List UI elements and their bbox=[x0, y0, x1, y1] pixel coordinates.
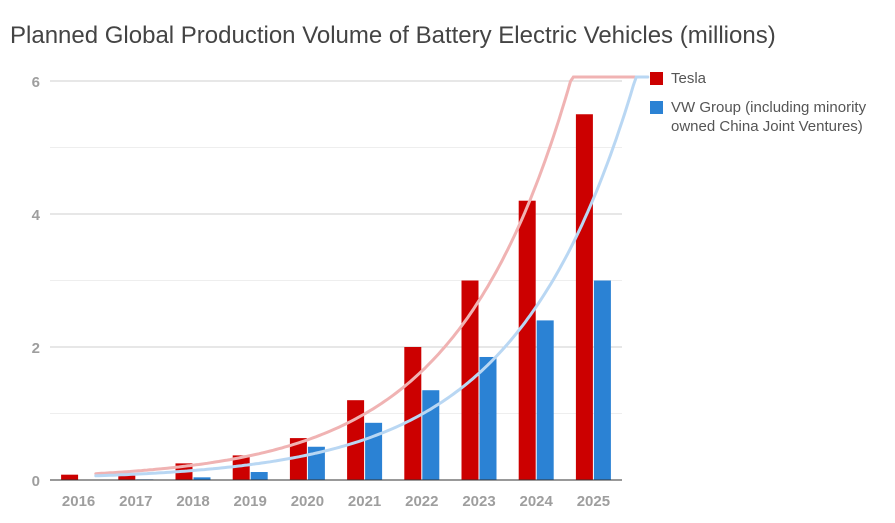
bar-vw-group-2025 bbox=[593, 280, 611, 480]
bar-tesla-2024 bbox=[518, 200, 536, 480]
bar-vw-group-2018 bbox=[193, 477, 211, 480]
bar-tesla-2016 bbox=[61, 474, 79, 480]
x-tick-label: 2025 bbox=[577, 493, 610, 510]
legend-item-vw-group[interactable]: VW Group (including minority owned China… bbox=[650, 98, 890, 136]
trendline-tesla bbox=[94, 75, 650, 476]
bar-vw-group-2019 bbox=[250, 472, 268, 480]
chart-title: Planned Global Production Volume of Batt… bbox=[10, 22, 776, 49]
legend-label-vw-group: VW Group (including minority owned China… bbox=[671, 99, 867, 135]
trendline-vw-group bbox=[94, 75, 650, 478]
bar-vw-group-2021 bbox=[365, 422, 383, 480]
x-tick-label: 2018 bbox=[176, 493, 209, 510]
legend-swatch-vw-group bbox=[650, 101, 663, 114]
y-tick-label: 6 bbox=[32, 74, 40, 91]
x-tick-label: 2016 bbox=[62, 493, 95, 510]
legend-item-tesla[interactable]: Tesla bbox=[650, 69, 890, 88]
bar-tesla-2019 bbox=[232, 455, 250, 480]
y-tick-label: 2 bbox=[32, 340, 40, 357]
y-tick-label: 4 bbox=[32, 207, 41, 224]
legend-swatch-tesla bbox=[650, 72, 663, 85]
x-tick-label: 2023 bbox=[462, 493, 495, 510]
bar-tesla-2020 bbox=[289, 438, 307, 480]
bar-tesla-2025 bbox=[575, 114, 593, 480]
x-tick-label: 2019 bbox=[234, 493, 267, 510]
bar-vw-group-2023 bbox=[479, 356, 497, 480]
x-tick-label: 2024 bbox=[520, 493, 554, 510]
x-tick-label: 2020 bbox=[291, 493, 324, 510]
legend: Tesla VW Group (including minority owned… bbox=[650, 69, 890, 146]
bar-tesla-2022 bbox=[404, 347, 422, 480]
bar-vw-group-2024 bbox=[536, 320, 554, 480]
x-tick-label: 2022 bbox=[405, 493, 438, 510]
x-tick-label: 2017 bbox=[119, 493, 152, 510]
x-tick-label: 2021 bbox=[348, 493, 381, 510]
bar-tesla-2017 bbox=[118, 473, 136, 480]
y-tick-label: 0 bbox=[32, 473, 40, 490]
legend-label-tesla: Tesla bbox=[671, 70, 707, 87]
